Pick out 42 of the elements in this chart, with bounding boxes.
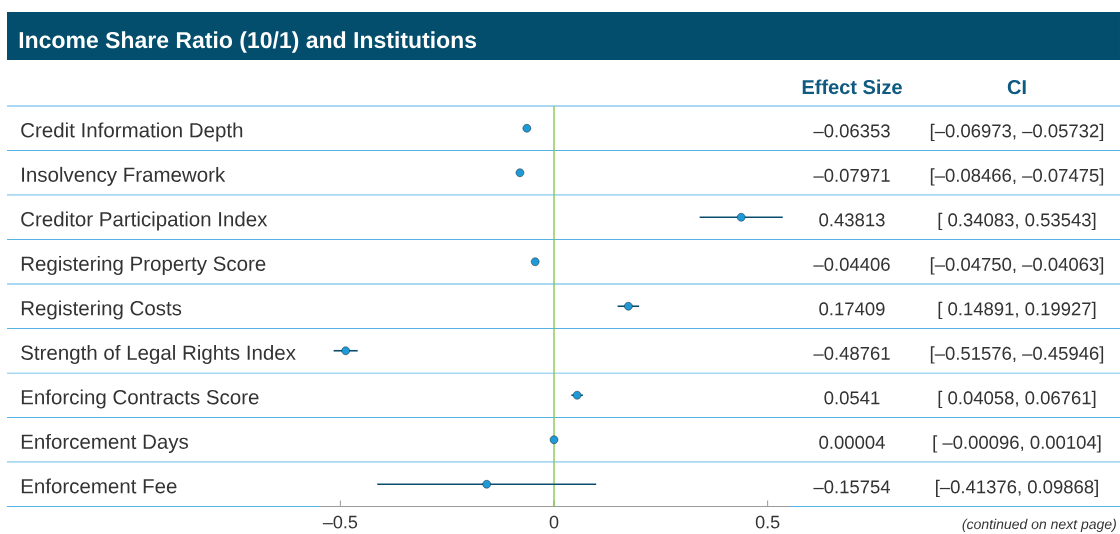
data-label: 0.00004: [819, 435, 885, 449]
point: [515, 168, 525, 177]
data-label: –0.06353: [813, 124, 890, 138]
text: [ 0.14891, 0.19927]: [938, 301, 1096, 320]
y-tick-label: Enforcement Days: [21, 433, 189, 453]
text: [ –0.00096, 0.00104]: [933, 435, 1101, 453]
y-tick-label: Registering Property Score: [21, 255, 266, 275]
text: CI: [1007, 80, 1026, 95]
data-label: 0.43813: [819, 213, 885, 227]
point: [482, 480, 491, 489]
x-tick-label: 0: [549, 515, 559, 529]
text: (continued on next page): [962, 518, 1116, 532]
x-tick-label: 0.5: [755, 515, 780, 529]
point: [549, 435, 559, 444]
data-label: –0.04406: [813, 257, 890, 271]
data-label: –0.15754: [813, 480, 891, 494]
y-tick-label: Insolvency Framework: [22, 166, 226, 186]
point: [737, 213, 746, 222]
text: [ 0.04058, 0.06761]: [938, 390, 1096, 409]
data-label: –0.07971: [813, 168, 890, 182]
y-tick-label: Registering Costs: [21, 300, 182, 320]
text: [–0.06973, –0.05732]: [930, 123, 1104, 142]
point: [530, 257, 540, 266]
data-label: 0.17409: [819, 302, 885, 316]
text: [–0.04750, –0.04063]: [930, 257, 1104, 275]
y-tick-label: Credit Information Depth: [21, 122, 243, 142]
x-tick-label: –0.5: [322, 515, 358, 529]
text: Effect Size: [802, 79, 902, 95]
chart-title: Income Share Ratio (10/1) and Institutions: [19, 31, 477, 53]
y-tick-label: Enforcement Fee: [21, 478, 177, 494]
data-label: –0.48761: [813, 346, 890, 360]
data-label: 0.0541: [824, 391, 880, 405]
y-tick-label: Enforcing Contracts Score: [21, 389, 259, 409]
point: [624, 302, 633, 311]
y-tick-label: Strength of Legal Rights Index: [21, 344, 296, 364]
text: [–0.08466, –0.07475]: [930, 168, 1104, 186]
text: [–0.41376, 0.09868]: [936, 479, 1098, 498]
point: [341, 346, 350, 355]
point: [522, 124, 532, 133]
text: [–0.51576, –0.45946]: [930, 346, 1104, 364]
text: [ 0.34083, 0.53543]: [938, 212, 1096, 231]
y-tick-label: Creditor Participation Index: [21, 211, 268, 231]
